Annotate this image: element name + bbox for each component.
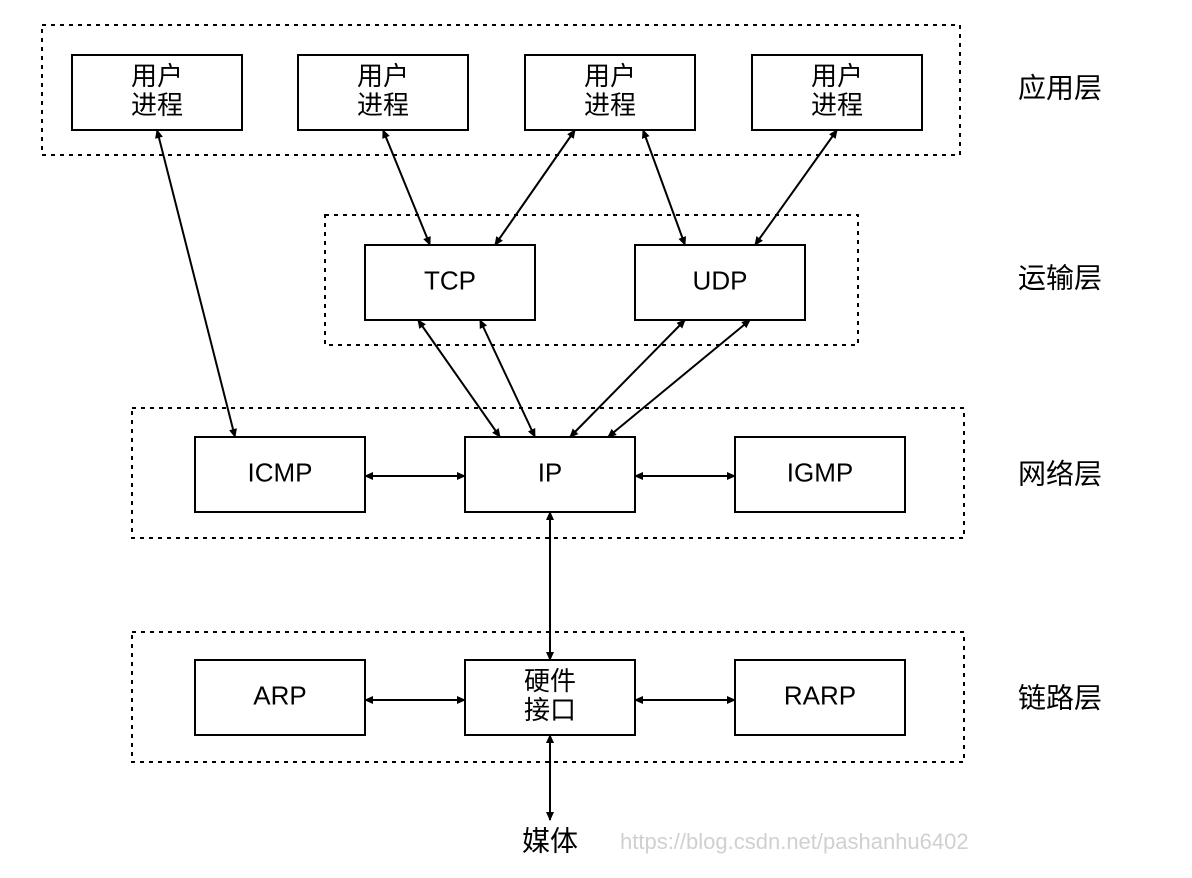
edge-up2-tcp — [383, 130, 430, 245]
edge-udp-ip — [608, 320, 750, 437]
node-label-tcp: TCP — [424, 265, 476, 295]
tcpip-layer-diagram: 应用层运输层网络层链路层 用户进程 用户进程 用户进程 用户进程 TCP UDP ICMP IP… — [0, 0, 1192, 878]
watermark-text: https://blog.csdn.net/pashanhu6402 — [620, 829, 969, 854]
node-label-rarp: RARP — [784, 680, 856, 710]
media-label: 媒体 — [522, 825, 578, 856]
node-label-igmp: IGMP — [787, 457, 853, 487]
layer-label-app: 应用层 — [1018, 72, 1102, 103]
layer-label-network: 网络层 — [1018, 458, 1102, 489]
node-label-icmp: ICMP — [248, 457, 313, 487]
edge-up1-icmp — [157, 130, 235, 437]
edge-up3-udp — [643, 130, 685, 245]
layer-label-link: 链路层 — [1018, 682, 1102, 713]
edge-up4-udp — [755, 130, 837, 245]
node-label-hw: 硬件接口 — [524, 666, 576, 725]
node-label-ip: IP — [538, 457, 563, 487]
edge-udp-ip — [570, 320, 685, 437]
node-label-udp: UDP — [693, 265, 748, 295]
node-label-up2: 用户进程 — [357, 61, 409, 120]
layer-label-transport: 运输层 — [1018, 262, 1102, 293]
node-label-up1: 用户进程 — [131, 61, 183, 120]
node-label-up3: 用户进程 — [584, 61, 636, 120]
node-label-up4: 用户进程 — [811, 61, 863, 120]
edge-up3-tcp — [495, 130, 575, 245]
node-label-arp: ARP — [253, 680, 306, 710]
